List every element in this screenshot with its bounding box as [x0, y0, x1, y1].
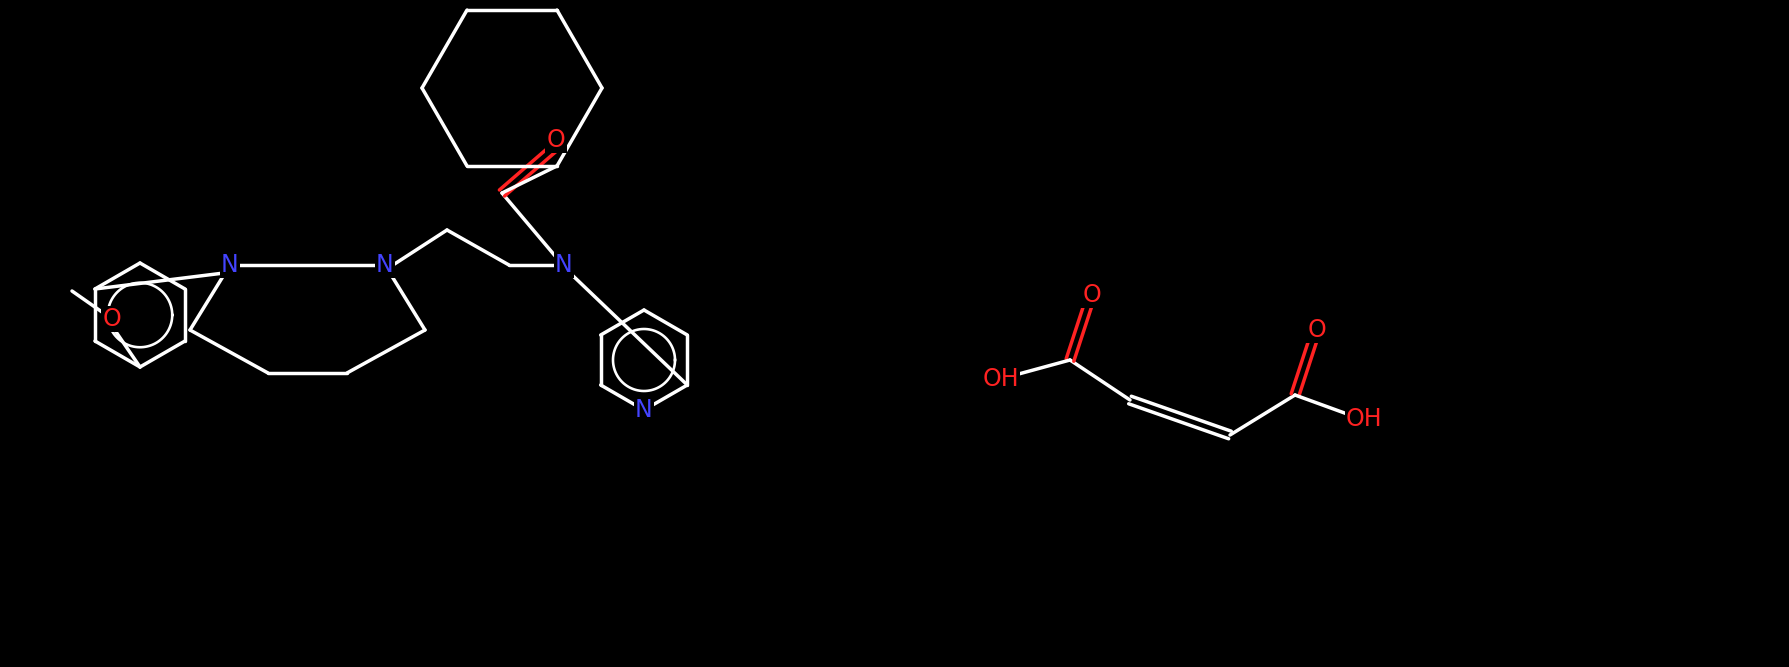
Text: N: N	[555, 253, 572, 277]
Text: N: N	[635, 398, 653, 422]
Text: O: O	[1082, 283, 1102, 307]
Text: N: N	[376, 253, 394, 277]
Text: OH: OH	[982, 367, 1020, 391]
Text: O: O	[102, 307, 122, 331]
Text: O: O	[1308, 318, 1326, 342]
Text: O: O	[547, 128, 565, 152]
Text: N: N	[222, 253, 240, 277]
Text: OH: OH	[1345, 407, 1383, 431]
